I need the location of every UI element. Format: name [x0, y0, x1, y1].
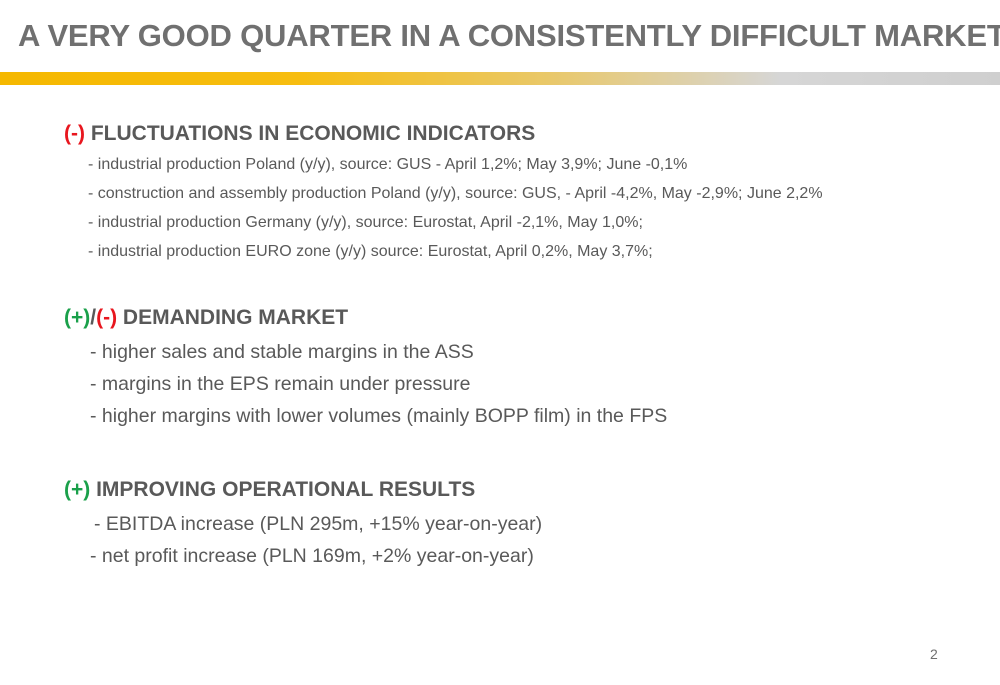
list-item: - higher sales and stable margins in the… — [90, 341, 474, 363]
page-number: 2 — [930, 646, 938, 662]
title-accent-bar — [0, 72, 1000, 85]
list-item: - EBITDA increase (PLN 295m, +15% year-o… — [94, 513, 543, 535]
list-item: - construction and assembly production P… — [88, 185, 823, 202]
section-economic-indicators: (-) FLUCTUATIONS IN ECONOMIC INDICATORS … — [64, 122, 823, 266]
section-heading: (+) IMPROVING OPERATIONAL RESULTS — [64, 478, 542, 502]
section-heading: (-) FLUCTUATIONS IN ECONOMIC INDICATORS — [64, 122, 823, 146]
positive-marker: (+) — [64, 306, 91, 329]
positive-marker: (+) — [64, 478, 91, 501]
section-heading-text: IMPROVING OPERATIONAL RESULTS — [96, 478, 476, 501]
section-heading-text: DEMANDING MARKET — [122, 306, 349, 329]
section-heading-text: FLUCTUATIONS IN ECONOMIC INDICATORS — [90, 122, 536, 145]
section-operational-results: (+) IMPROVING OPERATIONAL RESULTS - EBIT… — [64, 478, 542, 572]
negative-marker: (-) — [64, 122, 85, 145]
slide-title: A VERY GOOD QUARTER IN A CONSISTENTLY DI… — [18, 18, 1000, 53]
list-item: - higher margins with lower volumes (mai… — [90, 405, 668, 427]
list-item: - net profit increase (PLN 169m, +2% yea… — [90, 545, 534, 567]
marker-separator: / — [90, 306, 97, 329]
list-item: - industrial production Germany (y/y), s… — [88, 214, 643, 231]
list-item: - margins in the EPS remain under pressu… — [90, 373, 471, 395]
section-demanding-market: (+)/(-) DEMANDING MARKET - higher sales … — [64, 306, 667, 432]
section-heading: (+)/(-) DEMANDING MARKET — [64, 306, 667, 330]
list-item: - industrial production Poland (y/y), so… — [88, 156, 688, 173]
negative-marker: (-) — [96, 306, 118, 329]
list-item: - industrial production EURO zone (y/y) … — [88, 243, 653, 260]
